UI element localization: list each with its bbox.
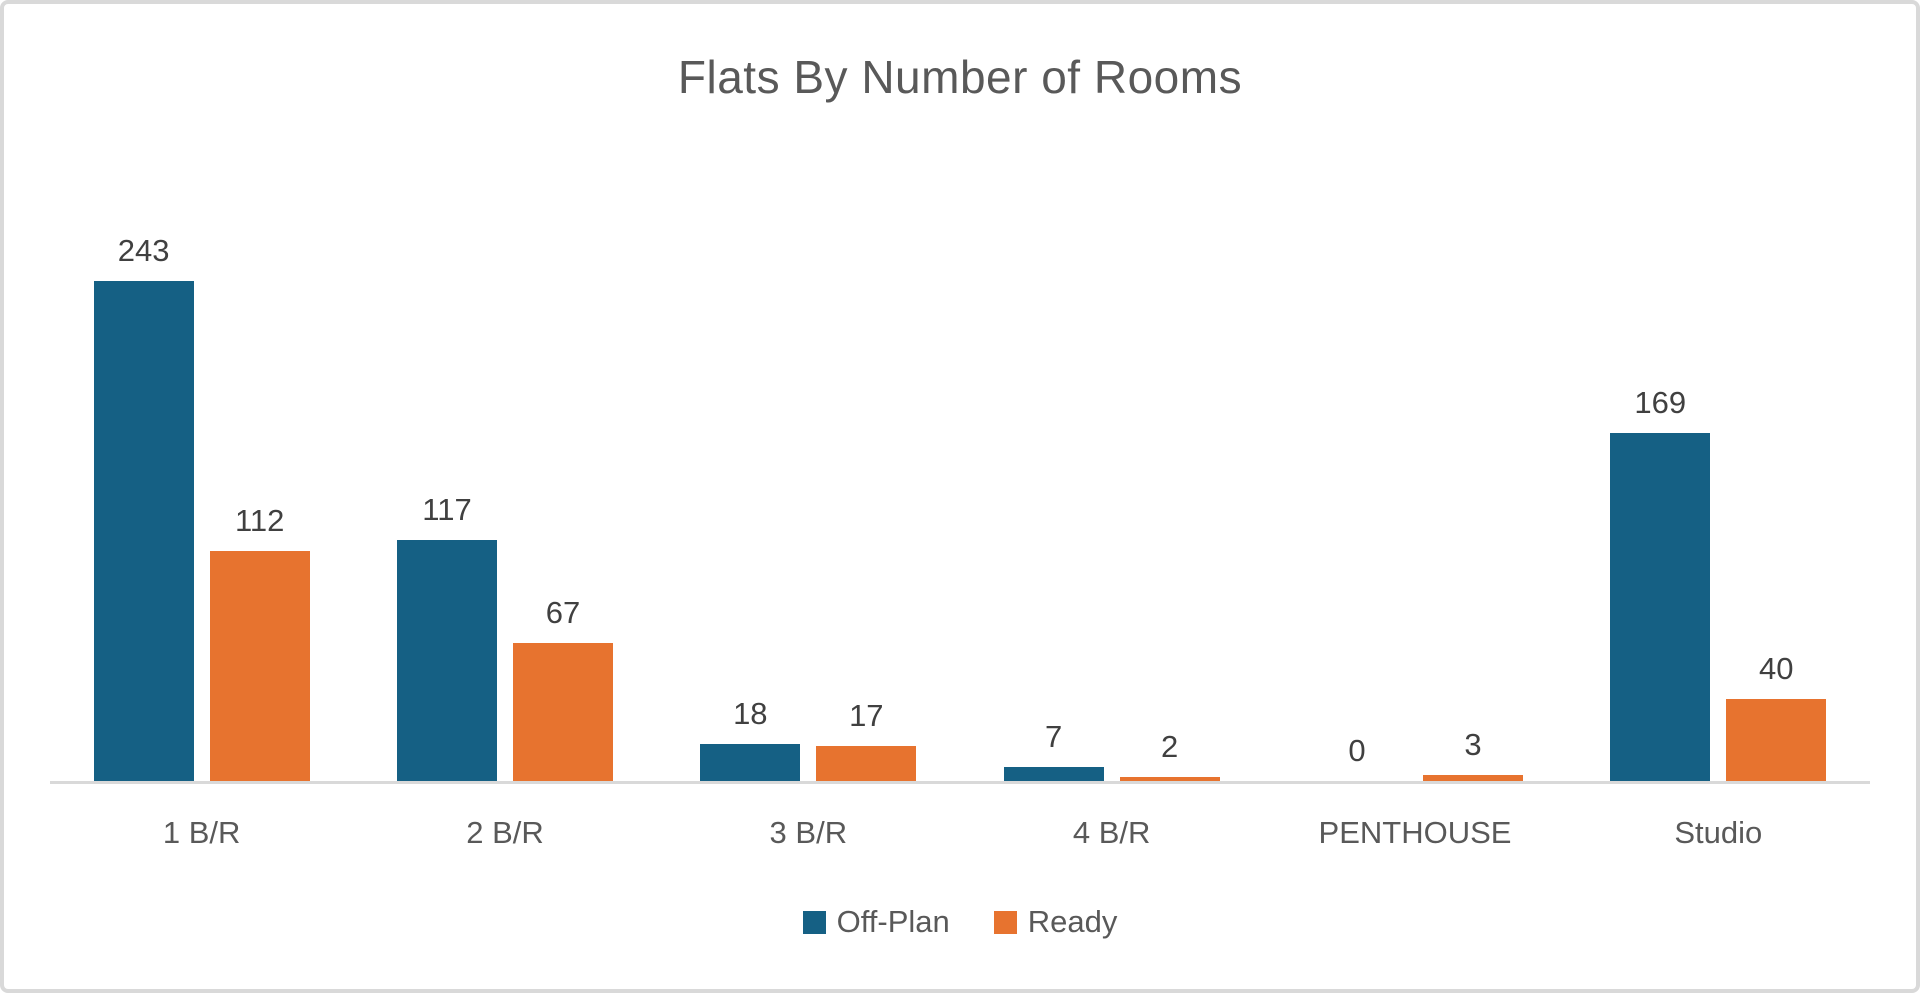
category-label-penthouse: PENTHOUSE bbox=[1318, 815, 1512, 850]
x-axis-line bbox=[50, 781, 1870, 784]
category-label-1-b-r: 1 B/R bbox=[162, 815, 241, 850]
value-label-off-plan-studio: 169 bbox=[1634, 385, 1687, 421]
category-label-4-b-r: 4 B/R bbox=[1072, 815, 1151, 850]
value-label-off-plan-3-b-r: 18 bbox=[733, 695, 768, 731]
legend: Off-Plan Ready bbox=[4, 905, 1916, 939]
value-label-ready-2-b-r: 67 bbox=[545, 595, 581, 631]
bar-ready-4-b-r bbox=[1119, 776, 1220, 781]
bar-ready-1-b-r bbox=[209, 550, 310, 781]
legend-item-off-plan: Off-Plan bbox=[802, 904, 950, 939]
category-label-studio: Studio bbox=[1674, 815, 1763, 850]
value-label-off-plan-4-b-r: 7 bbox=[1045, 718, 1063, 754]
value-label-ready-studio: 40 bbox=[1759, 650, 1794, 686]
bar-column-ready-1-b-r: 112 bbox=[209, 502, 310, 781]
bar-off-plan-1-b-r bbox=[93, 281, 194, 781]
bar-off-plan-studio bbox=[1610, 433, 1711, 781]
bar-ready-2-b-r bbox=[512, 643, 613, 781]
bar-off-plan-2-b-r bbox=[396, 540, 497, 781]
bar-column-ready-4-b-r: 2 bbox=[1119, 728, 1220, 781]
legend-label-ready: Ready bbox=[1027, 904, 1118, 939]
bar-groups: 243 112 117 67 18 17 7 2 0 3 169 40 bbox=[50, 130, 1870, 781]
category-label-3-b-r: 3 B/R bbox=[769, 815, 848, 850]
bar-group-2-b-r: 117 67 bbox=[353, 130, 656, 781]
legend-swatch-off-plan bbox=[802, 910, 826, 934]
bar-column-ready-2-b-r: 67 bbox=[512, 595, 613, 781]
bar-off-plan-3-b-r bbox=[700, 743, 801, 781]
value-label-ready-1-b-r: 112 bbox=[234, 502, 285, 538]
plot-area: 243 112 117 67 18 17 7 2 0 3 169 40 bbox=[50, 130, 1870, 784]
bar-column-off-plan-3-b-r: 18 bbox=[700, 695, 801, 781]
bar-column-off-plan-2-b-r: 117 bbox=[396, 492, 497, 781]
bar-column-off-plan-4-b-r: 7 bbox=[1003, 718, 1104, 781]
bar-column-off-plan-penthouse: 0 bbox=[1307, 733, 1407, 781]
bar-off-plan-4-b-r bbox=[1003, 766, 1104, 781]
bar-column-ready-3-b-r: 17 bbox=[816, 698, 917, 781]
bar-group-studio: 169 40 bbox=[1567, 130, 1870, 781]
value-label-ready-penthouse: 3 bbox=[1464, 726, 1482, 762]
legend-item-ready: Ready bbox=[993, 904, 1118, 939]
value-label-off-plan-penthouse: 0 bbox=[1348, 733, 1366, 768]
bar-ready-studio bbox=[1726, 698, 1827, 781]
category-label-2-b-r: 2 B/R bbox=[466, 815, 544, 850]
chart-title: Flats By Number of Rooms bbox=[677, 51, 1243, 103]
value-label-ready-4-b-r: 2 bbox=[1161, 728, 1179, 764]
bar-column-off-plan-studio: 169 bbox=[1610, 385, 1711, 781]
legend-swatch-ready bbox=[993, 910, 1017, 934]
bar-group-3-b-r: 18 17 bbox=[657, 130, 960, 781]
category-axis: 1 B/R 2 B/R 3 B/R 4 B/R PENTHOUSE Studio bbox=[50, 815, 1870, 851]
bar-column-ready-studio: 40 bbox=[1726, 650, 1827, 781]
bar-column-ready-penthouse: 3 bbox=[1422, 726, 1523, 781]
value-label-off-plan-2-b-r: 117 bbox=[422, 492, 472, 528]
bar-ready-3-b-r bbox=[816, 746, 917, 781]
bar-group-1-b-r: 243 112 bbox=[50, 130, 353, 781]
value-label-off-plan-1-b-r: 243 bbox=[117, 233, 170, 268]
legend-label-off-plan: Off-Plan bbox=[836, 904, 950, 939]
bar-ready-penthouse bbox=[1422, 774, 1523, 781]
bar-column-off-plan-1-b-r: 243 bbox=[93, 233, 194, 781]
value-label-ready-3-b-r: 17 bbox=[849, 698, 884, 734]
